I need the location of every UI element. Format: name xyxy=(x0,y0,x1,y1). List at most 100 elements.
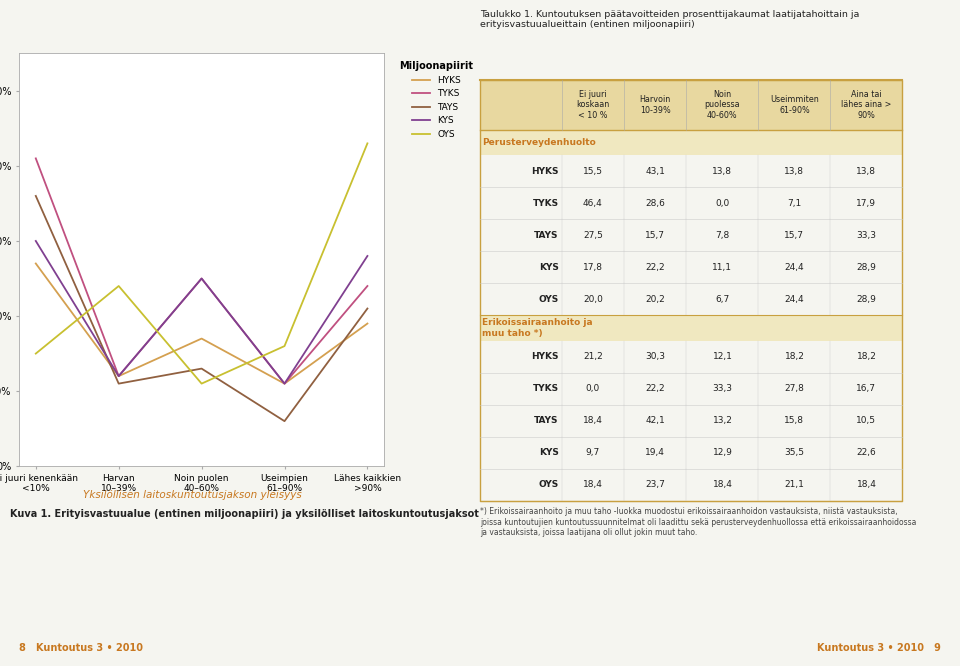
Text: Yksilöllisen laitoskuntoutusjakson yleisyys: Yksilöllisen laitoskuntoutusjakson yleis… xyxy=(83,490,301,500)
Text: 15,7: 15,7 xyxy=(784,231,804,240)
Text: *) Erikoissairaanhoito ja muu taho -luokka muodostui erikoissairaanhoidon vastau: *) Erikoissairaanhoito ja muu taho -luok… xyxy=(480,507,917,537)
HYKS xyxy=(113,372,125,380)
Text: 0,0: 0,0 xyxy=(586,384,600,394)
Text: 30,3: 30,3 xyxy=(645,352,665,362)
Line: OYS: OYS xyxy=(36,143,368,384)
Text: 21,1: 21,1 xyxy=(784,480,804,490)
Text: OYS: OYS xyxy=(539,480,559,490)
Line: TAYS: TAYS xyxy=(36,196,368,421)
KYS xyxy=(196,274,207,282)
Text: OYS: OYS xyxy=(539,295,559,304)
HYKS xyxy=(30,260,41,268)
Text: 11,1: 11,1 xyxy=(712,263,732,272)
KYS xyxy=(113,372,125,380)
Text: 35,5: 35,5 xyxy=(784,448,804,458)
Text: KYS: KYS xyxy=(539,263,559,272)
Text: 42,1: 42,1 xyxy=(645,416,665,426)
Text: Ei juuri
koskaan
< 10 %: Ei juuri koskaan < 10 % xyxy=(576,90,610,120)
TYKS xyxy=(278,380,290,388)
Text: 28,9: 28,9 xyxy=(856,295,876,304)
Line: HYKS: HYKS xyxy=(36,264,368,384)
Text: 0,0: 0,0 xyxy=(715,199,730,208)
TYKS xyxy=(362,282,373,290)
Text: 24,4: 24,4 xyxy=(784,295,804,304)
Text: 27,8: 27,8 xyxy=(784,384,804,394)
Text: 15,8: 15,8 xyxy=(784,416,804,426)
Text: 9,7: 9,7 xyxy=(586,448,600,458)
Text: 43,1: 43,1 xyxy=(645,167,665,176)
Text: 6,7: 6,7 xyxy=(715,295,730,304)
Text: TAYS: TAYS xyxy=(534,416,559,426)
Text: 22,6: 22,6 xyxy=(856,448,876,458)
Text: 18,4: 18,4 xyxy=(856,480,876,490)
Text: 18,4: 18,4 xyxy=(712,480,732,490)
Text: 7,8: 7,8 xyxy=(715,231,730,240)
Text: 18,4: 18,4 xyxy=(583,416,603,426)
Text: Erikoissairaanhoito ja
muu taho *): Erikoissairaanhoito ja muu taho *) xyxy=(482,318,592,338)
Text: 27,5: 27,5 xyxy=(583,231,603,240)
OYS xyxy=(362,139,373,147)
Text: Perusterveydenhuolto: Perusterveydenhuolto xyxy=(482,138,595,147)
Text: 18,4: 18,4 xyxy=(583,480,603,490)
Text: Harvoin
10-39%: Harvoin 10-39% xyxy=(639,95,671,115)
Text: Noin
puolessa
40-60%: Noin puolessa 40-60% xyxy=(705,90,740,120)
Text: 7,1: 7,1 xyxy=(787,199,802,208)
Text: 13,8: 13,8 xyxy=(856,167,876,176)
Text: 17,9: 17,9 xyxy=(856,199,876,208)
KYS xyxy=(362,252,373,260)
Text: 19,4: 19,4 xyxy=(645,448,665,458)
Text: TAYS: TAYS xyxy=(534,231,559,240)
Text: 24,4: 24,4 xyxy=(784,263,804,272)
OYS xyxy=(278,342,290,350)
Text: 46,4: 46,4 xyxy=(583,199,603,208)
Text: 13,2: 13,2 xyxy=(712,416,732,426)
Text: KYS: KYS xyxy=(539,448,559,458)
OYS xyxy=(30,350,41,358)
TAYS xyxy=(30,192,41,200)
TYKS xyxy=(30,155,41,163)
Text: 12,1: 12,1 xyxy=(712,352,732,362)
Text: Aina tai
lähes aina >
90%: Aina tai lähes aina > 90% xyxy=(841,90,892,120)
Text: TYKS: TYKS xyxy=(533,199,559,208)
TYKS xyxy=(113,372,125,380)
Text: HYKS: HYKS xyxy=(531,167,559,176)
Text: 22,2: 22,2 xyxy=(645,384,665,394)
Text: 16,7: 16,7 xyxy=(856,384,876,394)
Text: 13,8: 13,8 xyxy=(784,167,804,176)
Text: Kuva 1. Erityisvastuualue (entinen miljoonapiiri) ja yksilölliset laitoskuntoutu: Kuva 1. Erityisvastuualue (entinen miljo… xyxy=(10,509,478,519)
HYKS xyxy=(362,320,373,328)
Text: 28,6: 28,6 xyxy=(645,199,665,208)
Text: 17,8: 17,8 xyxy=(583,263,603,272)
Text: 8   Kuntoutus 3 • 2010: 8 Kuntoutus 3 • 2010 xyxy=(19,643,143,653)
TAYS xyxy=(278,417,290,425)
Text: 20,0: 20,0 xyxy=(583,295,603,304)
HYKS xyxy=(196,334,207,342)
HYKS xyxy=(278,380,290,388)
Text: 15,5: 15,5 xyxy=(583,167,603,176)
TAYS xyxy=(362,304,373,312)
KYS xyxy=(30,237,41,245)
TAYS xyxy=(196,364,207,372)
Text: 33,3: 33,3 xyxy=(856,231,876,240)
Text: 33,3: 33,3 xyxy=(712,384,732,394)
OYS xyxy=(196,380,207,388)
TAYS xyxy=(113,380,125,388)
Text: 15,7: 15,7 xyxy=(645,231,665,240)
Text: 20,2: 20,2 xyxy=(645,295,665,304)
Text: HYKS: HYKS xyxy=(531,352,559,362)
Line: KYS: KYS xyxy=(36,241,368,384)
Legend: HYKS, TYKS, TAYS, KYS, OYS: HYKS, TYKS, TAYS, KYS, OYS xyxy=(396,58,477,143)
Text: 28,9: 28,9 xyxy=(856,263,876,272)
Text: 18,2: 18,2 xyxy=(856,352,876,362)
OYS xyxy=(113,282,125,290)
Text: 13,8: 13,8 xyxy=(712,167,732,176)
Text: 22,2: 22,2 xyxy=(645,263,665,272)
Line: TYKS: TYKS xyxy=(36,159,368,384)
Text: 23,7: 23,7 xyxy=(645,480,665,490)
Text: Useimmiten
61-90%: Useimmiten 61-90% xyxy=(770,95,819,115)
Text: 10,5: 10,5 xyxy=(856,416,876,426)
Text: Kuntoutus 3 • 2010   9: Kuntoutus 3 • 2010 9 xyxy=(817,643,941,653)
Text: TYKS: TYKS xyxy=(533,384,559,394)
KYS xyxy=(278,380,290,388)
Text: 21,2: 21,2 xyxy=(583,352,603,362)
